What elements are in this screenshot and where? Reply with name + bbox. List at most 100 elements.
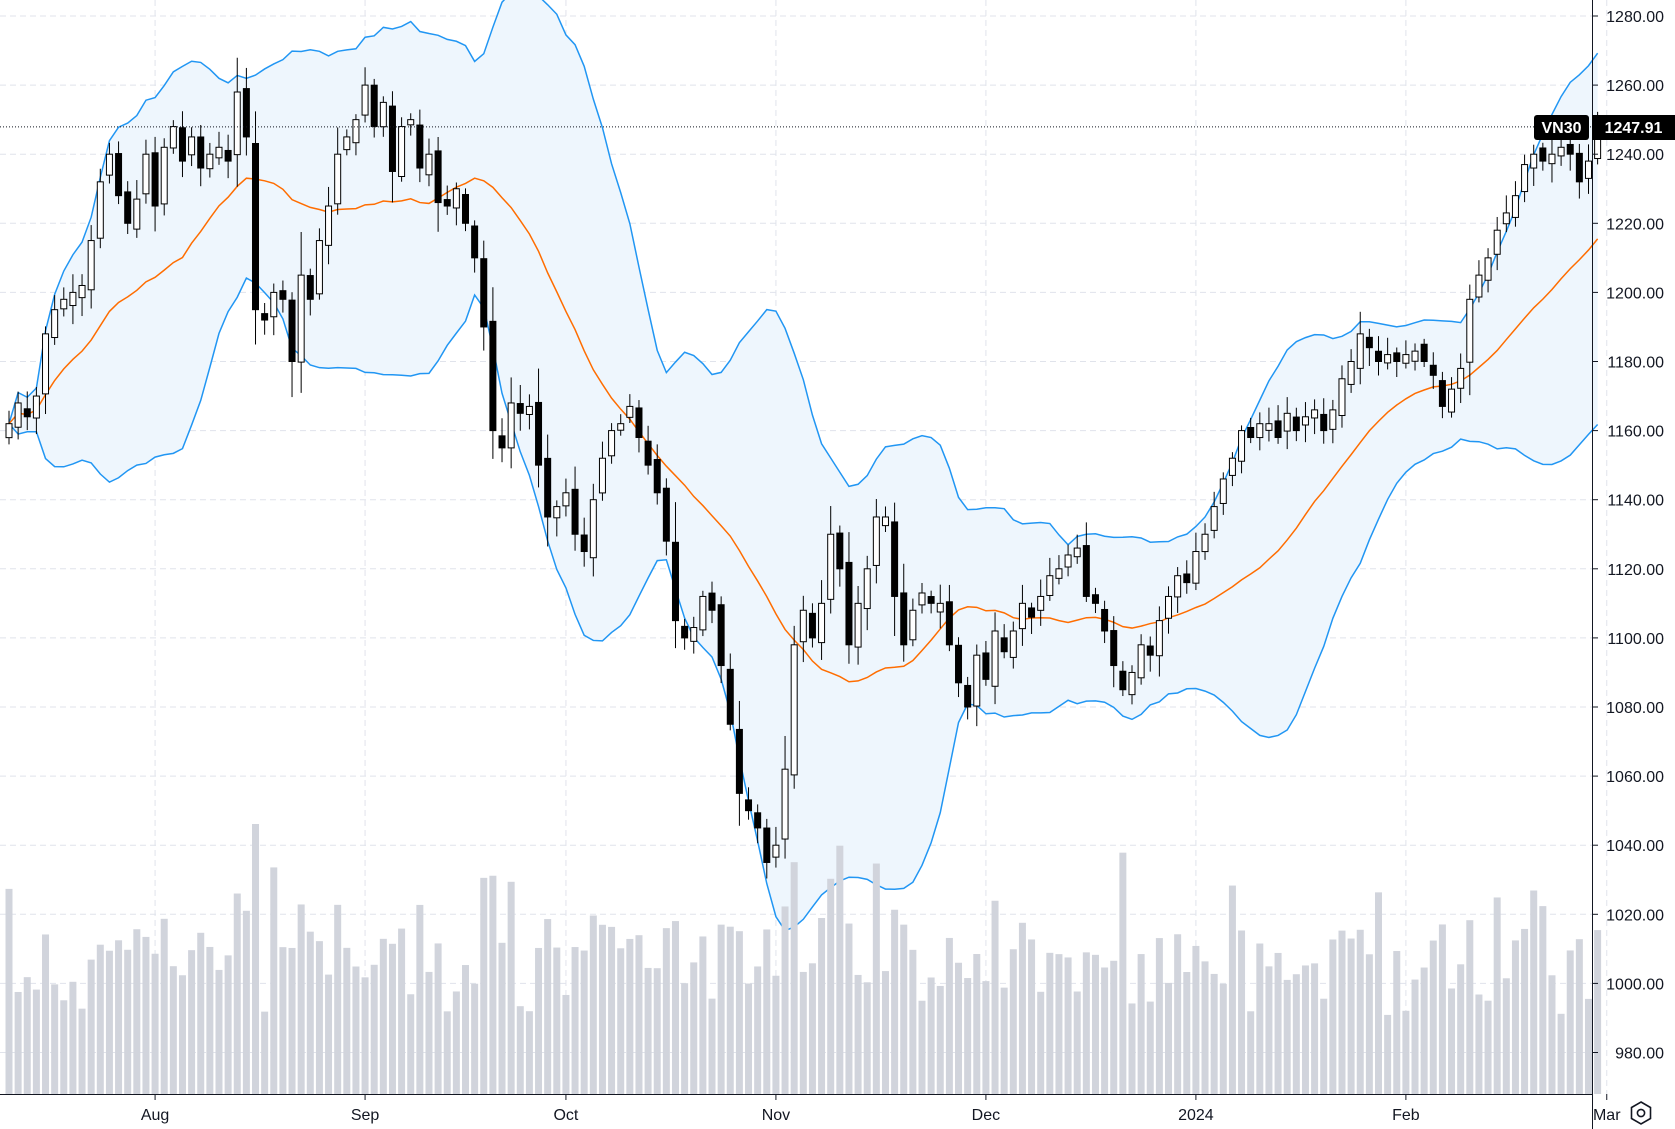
candle — [507, 377, 515, 469]
candle — [306, 268, 314, 316]
volume-bar — [252, 824, 260, 1094]
volume-bar — [945, 937, 953, 1094]
candle — [398, 117, 406, 182]
volume-bar — [973, 954, 981, 1094]
candle — [1018, 584, 1026, 646]
volume-bar — [626, 938, 634, 1094]
volume-bar — [69, 981, 77, 1094]
volume-bar — [1384, 1014, 1392, 1094]
volume-bar — [489, 875, 497, 1094]
candle — [580, 517, 588, 567]
volume-bar — [1521, 928, 1529, 1094]
candle — [982, 640, 990, 686]
volume-bar — [1238, 930, 1246, 1094]
candle — [1046, 557, 1054, 601]
volume-bar — [452, 991, 460, 1094]
candle — [945, 584, 953, 652]
volume-bar — [1219, 983, 1227, 1094]
candle — [1064, 544, 1072, 577]
volume-bar — [1557, 1013, 1565, 1094]
volume-bar — [1548, 975, 1556, 1094]
candle — [370, 78, 378, 138]
volume-bar — [279, 947, 287, 1094]
candle — [745, 787, 753, 820]
volume-bar — [1274, 952, 1282, 1094]
candle — [881, 506, 889, 532]
candle — [270, 283, 278, 336]
candle — [790, 625, 798, 789]
volume-bar — [124, 949, 132, 1094]
x-tick-label: Aug — [141, 1107, 169, 1124]
y-tick-label: 1140.00 — [1607, 493, 1664, 510]
candle — [1082, 522, 1090, 602]
candle — [525, 394, 533, 430]
volume-bar — [1320, 998, 1328, 1094]
symbol-badge-label: VN30 — [1541, 120, 1581, 137]
candle — [1521, 154, 1529, 203]
volume-bar — [5, 888, 13, 1094]
volume-bar — [1192, 945, 1200, 1094]
volume-bar — [799, 971, 807, 1094]
volume-bar — [936, 985, 944, 1094]
candle — [343, 129, 351, 156]
candle — [1448, 377, 1456, 418]
volume-bar — [1301, 965, 1309, 1094]
candle — [598, 441, 606, 501]
gear-icon — [1630, 1101, 1652, 1125]
volume-bar — [1329, 939, 1337, 1094]
volume-bar — [955, 962, 963, 1094]
price-axis[interactable]: 980.00 1000.00 1020.00 1040.00 1060.00 1080.0… — [1592, 9, 1664, 1063]
candle — [1000, 624, 1008, 659]
candle — [1091, 587, 1099, 614]
volume-bar — [297, 904, 305, 1094]
volume-bar — [1530, 890, 1538, 1094]
candle — [352, 114, 360, 156]
candle — [754, 804, 762, 844]
volume-bar — [1128, 1003, 1136, 1094]
volume-bar — [206, 946, 214, 1094]
volume-bar — [653, 968, 661, 1094]
y-tick-label: 1160.00 — [1607, 424, 1664, 441]
volume-bar — [379, 938, 387, 1094]
volume-bar — [617, 948, 625, 1094]
volume-bar — [32, 989, 40, 1094]
volume-bar — [115, 940, 123, 1094]
candle — [224, 134, 232, 179]
candle — [425, 138, 433, 187]
volume-bar — [471, 983, 479, 1094]
candle — [23, 391, 31, 431]
volume-bar — [891, 909, 899, 1094]
x-tick-label: Feb — [1392, 1107, 1420, 1124]
candle — [471, 220, 479, 273]
y-tick-label: 1240.00 — [1606, 147, 1664, 164]
candle — [535, 368, 543, 488]
candle — [516, 384, 524, 431]
candle — [1155, 606, 1163, 677]
volume-bar — [708, 998, 716, 1094]
volume-bar — [1046, 952, 1054, 1094]
candle — [763, 818, 771, 879]
time-axis[interactable]: Aug Sep Oct Nov Dec 2024 Feb Mar — [141, 1094, 1621, 1124]
volume-bar — [662, 928, 670, 1094]
candle — [854, 586, 862, 665]
candle — [1311, 399, 1319, 435]
volume-bar — [1165, 982, 1173, 1094]
candle — [1210, 491, 1218, 539]
volume-bar — [982, 981, 990, 1094]
candle — [1174, 567, 1182, 613]
candle — [297, 232, 305, 393]
candle — [1548, 137, 1556, 183]
candle — [325, 186, 333, 265]
candle — [818, 580, 826, 660]
candle — [827, 506, 835, 614]
volume-bar — [1174, 934, 1182, 1094]
volume-bar — [1365, 954, 1373, 1094]
volume-bar — [51, 984, 59, 1094]
candle — [233, 57, 241, 187]
settings-button[interactable] — [1630, 1101, 1652, 1125]
x-tick-label: 2024 — [1178, 1107, 1214, 1124]
y-tick-label: 1260.00 — [1606, 78, 1664, 95]
candle — [315, 228, 323, 300]
volume-bar — [1119, 852, 1127, 1094]
